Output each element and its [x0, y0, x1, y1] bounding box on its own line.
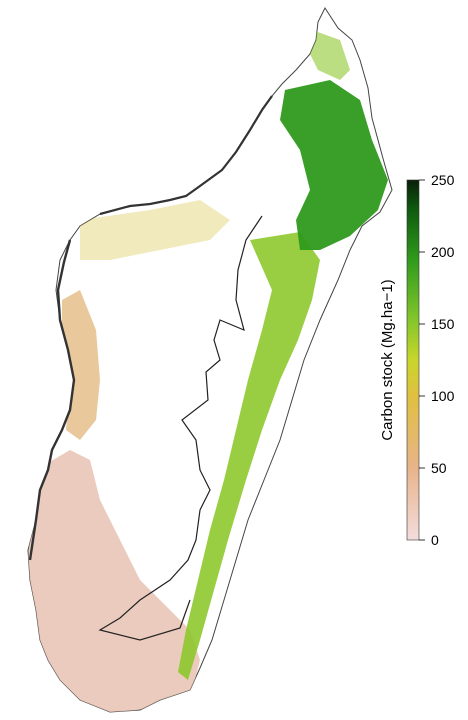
zone-east-humid: [178, 232, 320, 680]
legend-tick-label: 100: [431, 388, 455, 404]
legend-tick-label: 150: [431, 316, 455, 332]
carbon-zones: [28, 30, 388, 712]
zone-south-low: [28, 450, 200, 712]
legend-tick-label: 50: [431, 460, 447, 476]
forest-domain-boundary: [98, 215, 263, 641]
legend-tick-label: 0: [431, 532, 439, 548]
zone-northwest: [80, 200, 230, 260]
northwest-coast-dark-edge: [99, 95, 273, 216]
legend-color-bar: [406, 179, 420, 541]
legend-ticks: 0 50 100 150 200 250: [419, 172, 455, 548]
legend: 0 50 100 150 200 250 Carbon stock (Mg.ha−1): [379, 172, 455, 548]
legend-tick-label: 250: [431, 172, 455, 188]
zone-north-tip: [308, 30, 350, 80]
legend-tick-label: 200: [431, 244, 455, 260]
west-coast-dark-edge: [28, 239, 76, 561]
zone-northeast-dense: [280, 80, 388, 250]
legend-title: Carbon stock (Mg.ha−1): [379, 279, 396, 440]
